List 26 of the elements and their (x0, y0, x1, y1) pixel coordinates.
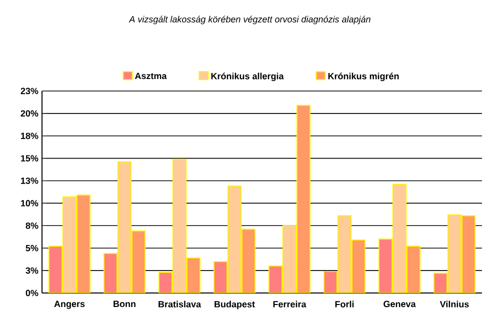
y-tick-label: 20% (20, 110, 38, 117)
x-tick-label: Bratislava (158, 300, 202, 308)
y-tick-label: 10% (21, 200, 38, 206)
x-tick-label: Geneva (384, 300, 416, 308)
x-tick-label: Angers (54, 300, 85, 309)
bar (104, 252, 118, 293)
x-tick-label: Ferreira (273, 300, 306, 308)
y-tick-label: 5% (26, 244, 38, 252)
x-tick-label: Forli (335, 300, 354, 308)
legend-label: Krónikus migrén (328, 72, 399, 82)
legend-label: Asztma (134, 72, 167, 80)
bar (378, 238, 392, 293)
x-tick-label: Bonn (114, 300, 136, 308)
legend-label: Krónikus allergia (211, 72, 284, 82)
x-tick-label: Budapest (214, 300, 255, 310)
chart-title: A vizsgált lakosság körében végzett orvosi diagnózis alapján (128, 16, 370, 24)
y-tick-label: 8% (26, 222, 38, 229)
y-tick-label: 13% (21, 178, 38, 184)
bar (48, 246, 63, 293)
y-tick-label: 15% (21, 155, 38, 162)
bar (214, 261, 228, 293)
y-tick-label: 0% (26, 290, 38, 296)
y-tick-label: 18% (21, 132, 38, 140)
y-tick-label: 3% (26, 267, 38, 274)
x-tick-label: Vilnius (440, 300, 469, 308)
y-tick-label: 23% (20, 88, 38, 94)
